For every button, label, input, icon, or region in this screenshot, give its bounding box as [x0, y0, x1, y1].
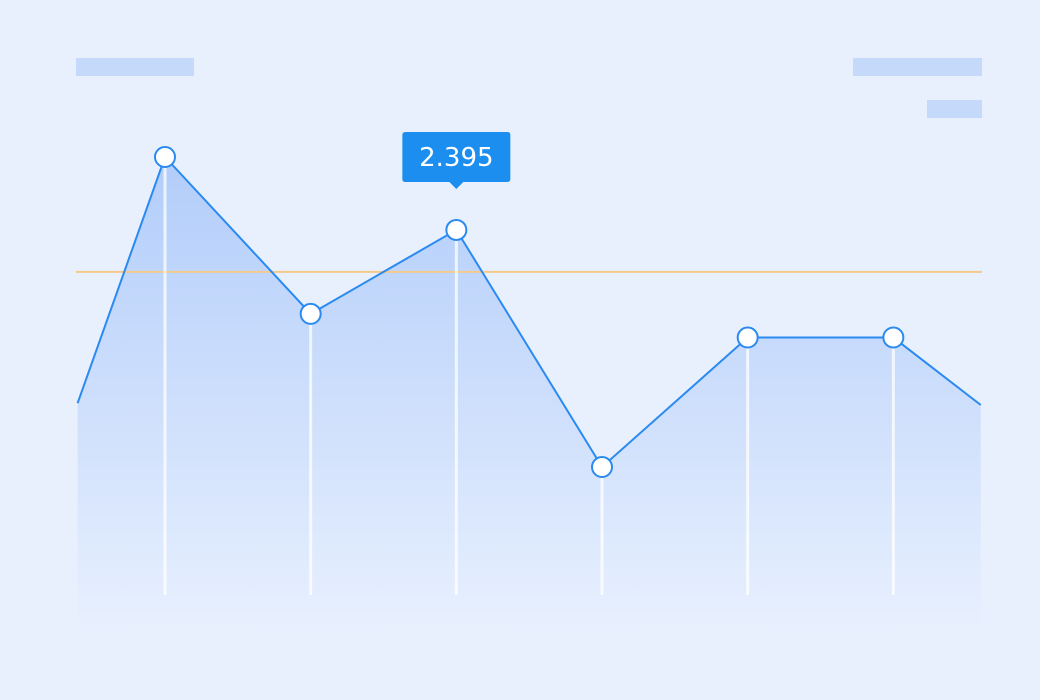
data-point[interactable]	[591, 456, 614, 478]
data-point[interactable]	[154, 146, 176, 168]
tooltip: 2.395	[402, 132, 511, 189]
legend-placeholder-2	[927, 100, 982, 118]
area-fill	[77, 157, 981, 632]
tooltip-label: 2.395	[419, 143, 493, 173]
title-placeholder	[76, 58, 194, 76]
data-point[interactable]	[445, 218, 468, 241]
legend-placeholder-1	[853, 58, 982, 76]
data-point[interactable]	[736, 326, 759, 349]
series-line	[76, 155, 982, 469]
data-point[interactable]	[882, 326, 905, 349]
tooltip-box	[402, 132, 511, 189]
data-point[interactable]	[299, 302, 322, 325]
